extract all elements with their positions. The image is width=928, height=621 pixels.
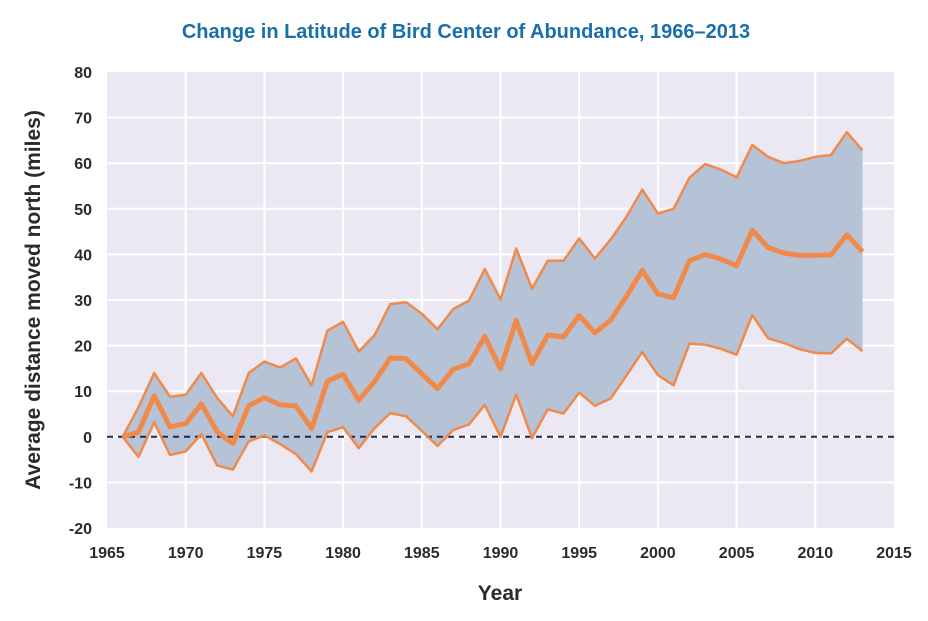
x-tick-label: 1975 [247,545,283,562]
x-axis-title: Year [478,582,522,605]
y-tick-label: 40 [74,247,92,264]
x-tick-label: 1990 [483,545,519,562]
y-tick-label: -10 [69,475,92,492]
x-tick-label: 2010 [798,545,834,562]
y-tick-label: 30 [74,293,92,310]
x-tick-label: 1980 [325,545,361,562]
x-tick-label: 2005 [719,545,755,562]
y-tick-label: 10 [74,384,92,401]
y-axis-title: Average distance moved north (miles) [22,110,45,490]
y-tick-label: 50 [74,202,92,219]
y-tick-label: 60 [74,156,92,173]
x-tick-label: 2000 [640,545,676,562]
lower-bound-line [121,313,864,473]
x-tick-label: 1985 [404,545,440,562]
mean-line [122,227,865,447]
y-tick-label: -20 [69,521,92,538]
y-tick-label: 0 [83,430,92,447]
x-tick-label: 2015 [876,545,912,562]
y-tick-label: 20 [74,339,92,356]
x-tick-label: 1995 [561,545,597,562]
upper-bound-line [121,130,864,438]
x-tick-label: 1965 [89,545,125,562]
y-tick-label: 80 [74,65,92,82]
confidence-band [122,132,863,472]
y-tick-label: 70 [74,111,92,128]
x-tick-label: 1970 [168,545,204,562]
chart-title: Change in Latitude of Bird Center of Abu… [182,21,750,43]
